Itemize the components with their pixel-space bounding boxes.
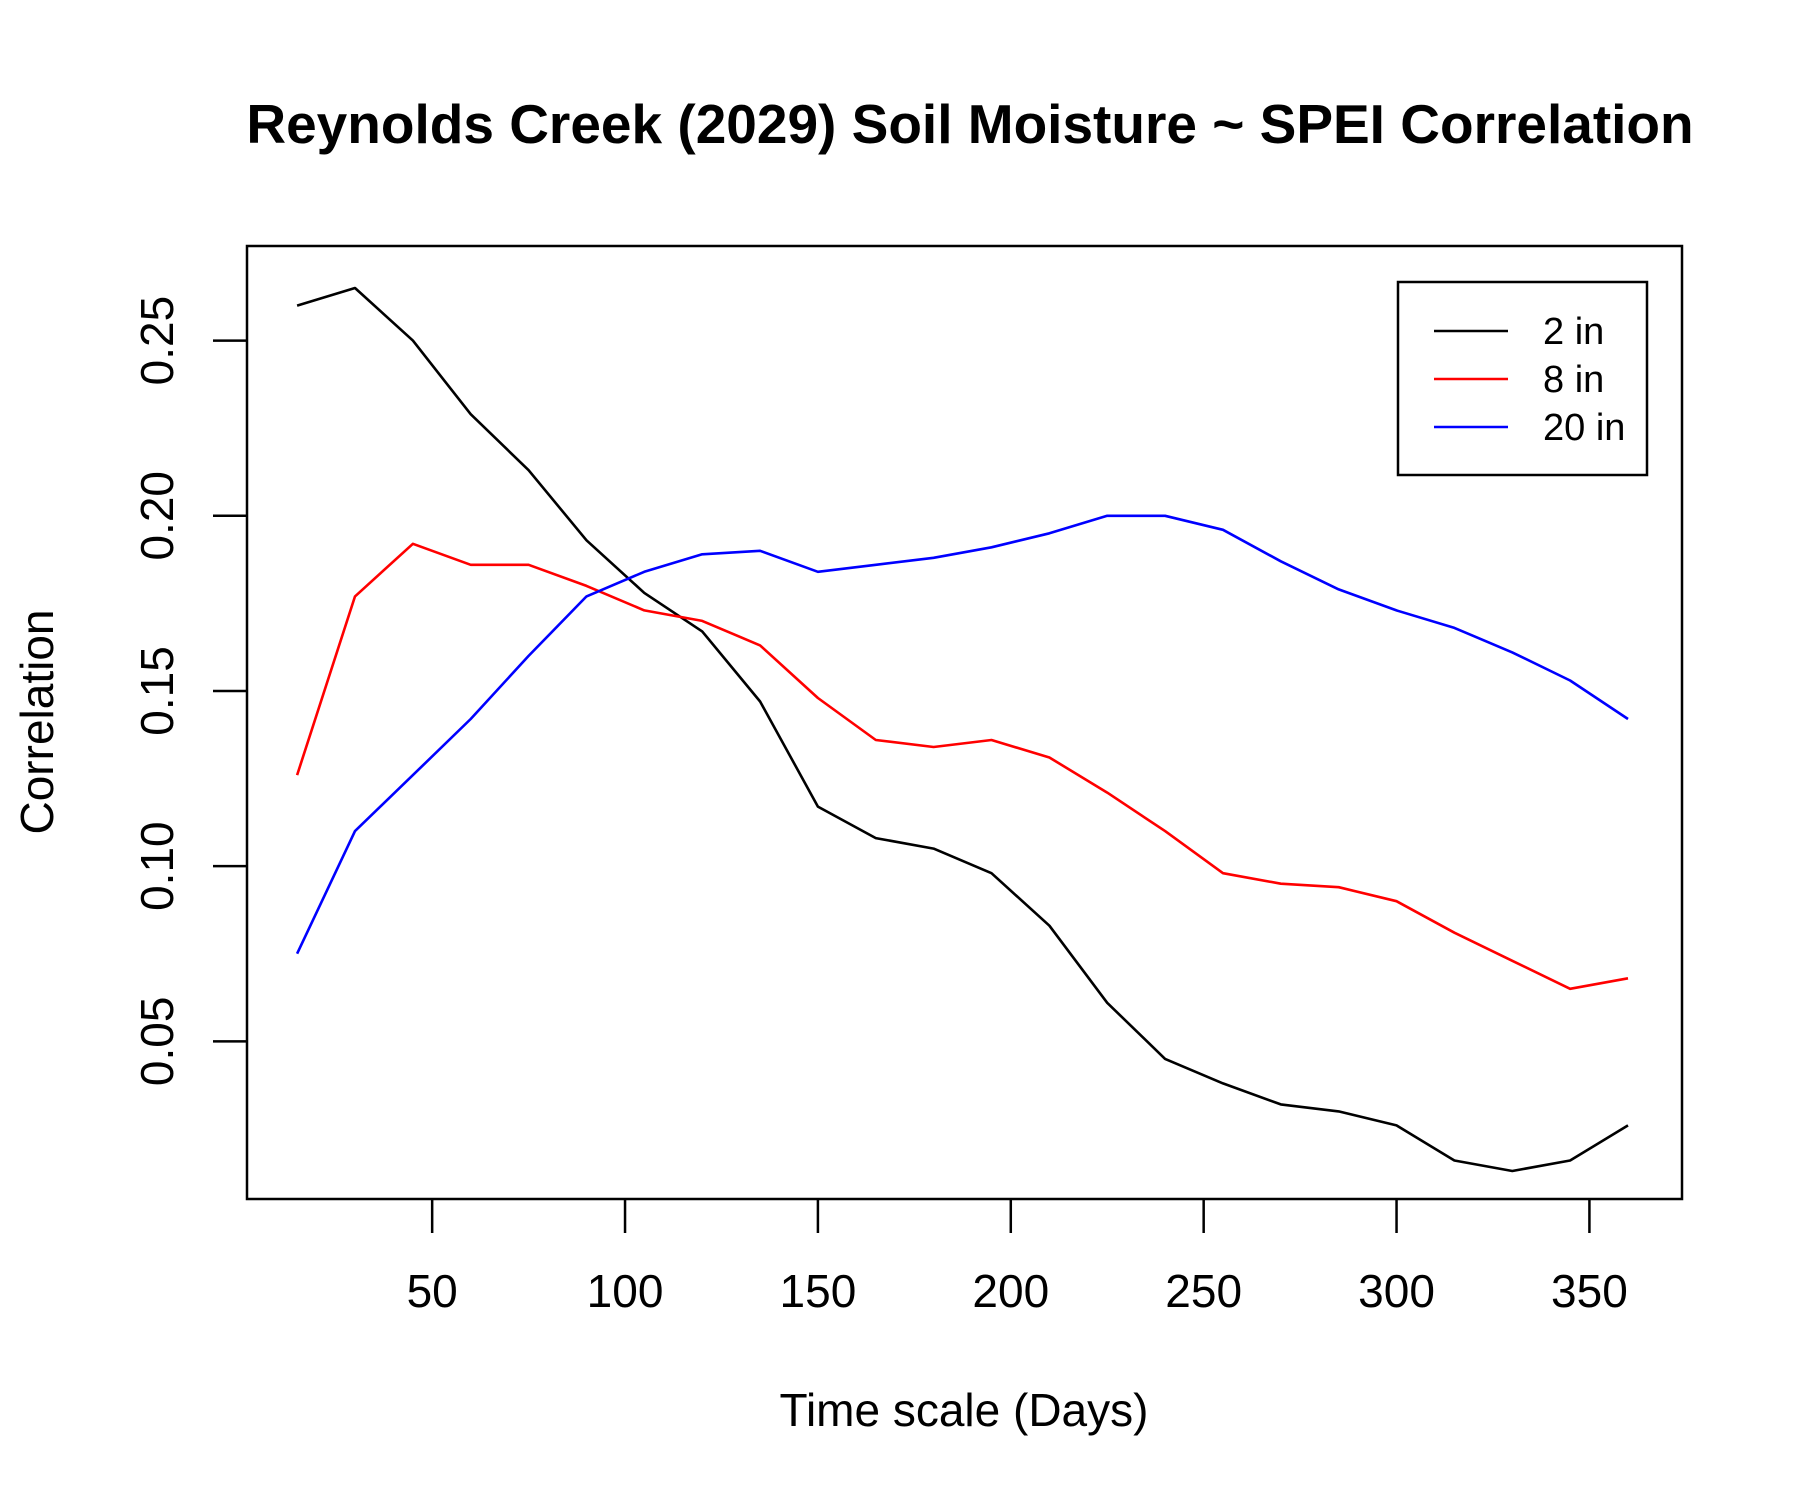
y-axis-label: Correlation [11, 610, 63, 835]
series-line-8-in [295, 542, 1629, 991]
y-tick-label: 0.05 [131, 997, 183, 1087]
series-line-2-in [296, 286, 1629, 1173]
x-tick-label: 350 [1551, 1265, 1628, 1317]
y-tick-label: 0.15 [131, 646, 183, 736]
y-axis: 0.05 0.10 0.15 0.20 0.25 [131, 296, 247, 1086]
x-tick-label: 150 [780, 1265, 857, 1317]
x-tick-label: 250 [1165, 1265, 1242, 1317]
x-tick-label: 50 [407, 1265, 458, 1317]
legend-label: 8 in [1543, 359, 1604, 401]
x-axis: 50 100 150 200 250 300 350 [407, 1199, 1628, 1317]
x-tick-label: 300 [1358, 1265, 1435, 1317]
legend-label: 2 in [1543, 311, 1604, 353]
y-tick-label: 0.10 [131, 821, 183, 911]
x-axis-label: Time scale (Days) [780, 1384, 1149, 1436]
series-layer [295, 286, 1629, 1173]
x-tick-label: 100 [587, 1265, 664, 1317]
plot-frame [245, 244, 1684, 1201]
series-line-20-in [295, 514, 1629, 955]
x-tick-label: 200 [972, 1265, 1049, 1317]
legend-items: 2 in 8 in 20 in [1434, 311, 1625, 449]
legend-label: 20 in [1543, 407, 1625, 449]
y-tick-label: 0.25 [131, 296, 183, 386]
legend: 2 in 8 in 20 in [1396, 280, 1649, 477]
y-tick-label: 0.20 [131, 471, 183, 561]
chart-title: Reynolds Creek (2029) Soil Moisture ~ SP… [246, 93, 1693, 155]
